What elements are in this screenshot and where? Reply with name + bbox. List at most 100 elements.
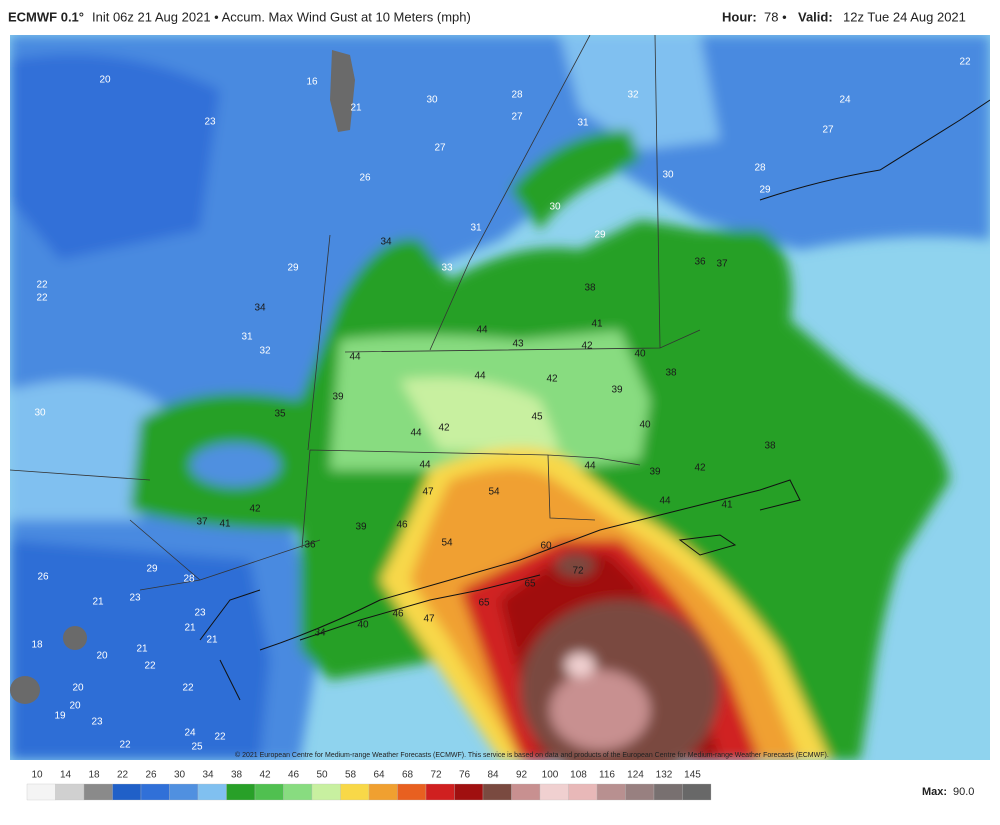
valid-label: Valid:	[798, 9, 833, 24]
colorbar-tick-label: 72	[430, 770, 442, 781]
map-value: 37	[196, 517, 208, 528]
map-value: 31	[241, 332, 253, 343]
map-value: 16	[306, 77, 318, 88]
colorbar-tick-label: 68	[402, 770, 414, 781]
color-swatch	[140, 783, 170, 801]
map-value: 22	[182, 683, 194, 694]
map-value: 28	[511, 90, 523, 101]
map-value: 21	[350, 103, 362, 114]
map-value: 42	[249, 504, 261, 515]
map-value: 23	[194, 608, 206, 619]
map-value: 29	[287, 263, 299, 274]
map-value: 34	[314, 628, 326, 639]
map-value: 22	[36, 280, 48, 291]
map-value: 23	[91, 717, 103, 728]
max-label: Max:	[922, 786, 947, 798]
map-value: 25	[191, 742, 203, 753]
color-swatch	[653, 783, 683, 801]
map-value: 54	[441, 538, 453, 549]
map-value: 30	[662, 170, 674, 181]
colorbar-tick-label: 132	[656, 770, 673, 781]
map-value: 42	[438, 423, 450, 434]
map-value: 24	[839, 95, 851, 106]
map-value: 65	[478, 598, 490, 609]
map-value: 39	[611, 385, 623, 396]
map-value: 34	[380, 237, 392, 248]
description: Init 06z 21 Aug 2021 • Accum. Max Wind G…	[92, 9, 471, 24]
map-value: 18	[31, 640, 43, 651]
colorbar-tick-label: 124	[627, 770, 644, 781]
map-value: 37	[716, 259, 728, 270]
color-swatch	[511, 783, 541, 801]
map-value: 35	[274, 409, 286, 420]
map-value: 20	[96, 651, 108, 662]
map-value: 32	[259, 346, 271, 357]
map-value: 29	[594, 230, 606, 241]
map-value: 22	[214, 732, 226, 743]
map-value: 33	[441, 263, 453, 274]
map-value: 29	[759, 185, 771, 196]
color-swatch	[55, 783, 85, 801]
map-value: 36	[304, 540, 316, 551]
map-value: 46	[396, 520, 408, 531]
map-value: 40	[634, 349, 646, 360]
map-value: 21	[206, 635, 218, 646]
color-swatch	[26, 783, 56, 801]
map-value: 21	[184, 623, 196, 634]
colorbar-tick-label: 26	[145, 770, 157, 781]
color-swatch	[112, 783, 142, 801]
hour: 78 •	[764, 9, 787, 24]
colorbar-tick-label: 84	[487, 770, 499, 781]
map-value: 38	[584, 283, 596, 294]
map-value: 26	[359, 173, 371, 184]
colorbar-tick-label: 145	[684, 770, 701, 781]
map-value: 30	[426, 95, 438, 106]
color-swatch	[283, 783, 313, 801]
map-value: 42	[546, 374, 558, 385]
map-value: 38	[665, 368, 677, 379]
map-value: 42	[581, 341, 593, 352]
model: ECMWF 0.1°	[8, 9, 84, 24]
map-value: 22	[959, 57, 971, 68]
map-value: 44	[419, 460, 431, 471]
colorbar-tick-label: 34	[202, 770, 214, 781]
colorbar-tick-label: 108	[570, 770, 587, 781]
map-value: 39	[649, 467, 661, 478]
map-value: 44	[584, 461, 596, 472]
colorbar-tick-label: 38	[231, 770, 243, 781]
map-value: 28	[183, 574, 195, 585]
color-swatch	[539, 783, 569, 801]
colorbar-tick-label: 76	[459, 770, 471, 781]
copyright: © 2021 European Centre for Medium-range …	[235, 751, 829, 759]
map-value: 20	[99, 75, 111, 86]
map-value: 60	[540, 541, 552, 552]
map-value: 47	[423, 614, 435, 625]
map-value: 27	[511, 112, 523, 123]
color-swatch	[682, 783, 712, 801]
colorbar-tick-label: 18	[88, 770, 100, 781]
map-value: 54	[488, 487, 500, 498]
color-swatch	[197, 783, 227, 801]
colorbar-tick-label: 116	[599, 770, 615, 781]
map-value: 26	[37, 572, 49, 583]
color-swatch	[596, 783, 626, 801]
map-value: 28	[754, 163, 766, 174]
map-value: 41	[721, 500, 733, 511]
colorbar-tick-label: 100	[542, 770, 559, 781]
colorbar-tick-label: 22	[117, 770, 129, 781]
colorbar-tick-label: 58	[345, 770, 357, 781]
map-value: 20	[69, 701, 81, 712]
map-value: 39	[355, 522, 367, 533]
colorbar-tick-label: 14	[60, 770, 72, 781]
map-value: 45	[531, 412, 543, 423]
map: 20 23 16 21 30 28 27 32 31 27 26 22 24 27 28 29 30 30 29 31…	[10, 35, 990, 760]
map-value: 43	[512, 339, 524, 350]
map-value: 42	[694, 463, 706, 474]
map-value: 27	[434, 143, 446, 154]
map-value: 44	[659, 496, 671, 507]
map-value: 27	[822, 125, 834, 136]
map-value: 41	[591, 319, 603, 330]
map-value: 32	[627, 90, 639, 101]
map-value: 41	[219, 519, 231, 530]
